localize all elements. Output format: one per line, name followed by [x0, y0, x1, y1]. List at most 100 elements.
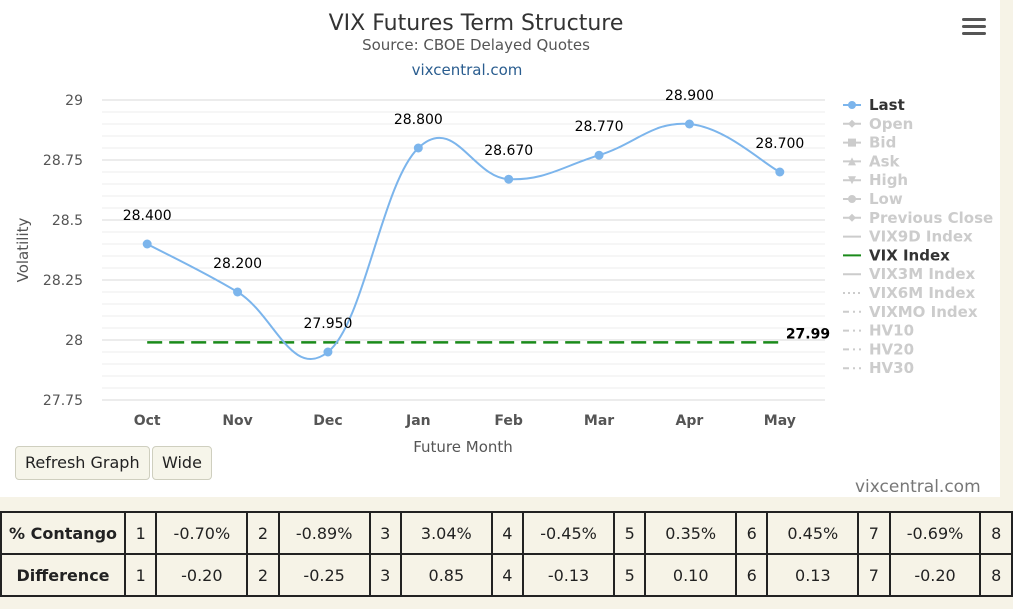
legend-marker — [848, 213, 856, 222]
last-series: 28.400 28.200 27.950 28.800 28.670 28.770 28.9… — [123, 88, 804, 360]
last-data-point — [684, 119, 694, 129]
value-cell: -0.20 — [888, 553, 982, 597]
chart-title: VIX Futures Term Structure — [329, 11, 624, 36]
x-tick-label: Nov — [222, 413, 252, 429]
month-index-cell: 7 — [857, 553, 891, 597]
legend-label: Bid — [869, 134, 896, 152]
legend-item[interactable]: VIX6M Index — [843, 284, 976, 302]
vix-index-series: 27.99 — [147, 326, 830, 344]
wide-button[interactable]: Wide — [152, 446, 212, 480]
month-index-cell: 3 — [368, 553, 402, 597]
legend-item[interactable]: HV10 — [843, 322, 914, 340]
legend-item[interactable]: Open — [843, 115, 913, 133]
legend-label: VIX6M Index — [869, 284, 976, 302]
y-tick-label: 29 — [65, 93, 83, 109]
legend-label: VIXMO Index — [869, 303, 978, 321]
last-data-point — [775, 167, 785, 177]
x-tick-label: Feb — [494, 413, 523, 429]
y-tick-label: 28.5 — [52, 213, 83, 229]
month-index-cell: 1 — [124, 511, 158, 555]
month-index-cell: 2 — [246, 511, 280, 555]
last-data-point — [142, 239, 152, 249]
vix-index-data-label: 27.99 — [786, 326, 830, 342]
chart-menu-button[interactable] — [962, 18, 986, 38]
hamburger-icon — [962, 18, 986, 21]
month-index-cell: 7 — [857, 511, 891, 555]
last-data-point — [413, 143, 423, 153]
value-cell: -0.20 — [155, 553, 249, 597]
legend-label: Ask — [869, 152, 901, 170]
value-cell: -0.70% — [155, 511, 249, 555]
y-axis-ticks: 29 28.75 28.5 28.25 28 27.75 — [43, 93, 83, 409]
last-data-label: 28.800 — [394, 112, 443, 128]
legend-item[interactable]: VIXMO Index — [843, 303, 978, 321]
legend-item[interactable]: Previous Close — [843, 209, 993, 227]
legend-label: HV20 — [869, 340, 914, 358]
legend-item[interactable]: HV20 — [843, 340, 914, 358]
x-axis-ticks: Oct Nov Dec Jan Feb Mar Apr May — [134, 413, 796, 429]
month-index-cell: 2 — [246, 553, 280, 597]
last-data-label: 28.900 — [665, 88, 714, 104]
table-row: % Contango 1 -0.70% 2 -0.89% 3 3.04% 4 -0.45% 5 0.… — [0, 511, 1013, 555]
term-structure-chart: VIX Futures Term Structure Source: CBOE … — [14, 11, 993, 456]
table-row: Difference 1 -0.20 2 -0.25 3 0.85 4 -0.13 5 0.10 6 0… — [0, 553, 1013, 597]
legend-item[interactable]: Ask — [843, 152, 901, 170]
legend-item[interactable]: Bid — [843, 134, 896, 152]
legend-marker — [848, 101, 856, 109]
legend-label: Last — [869, 96, 905, 114]
value-cell: 0.85 — [399, 553, 493, 597]
contango-table: % Contango 1 -0.70% 2 -0.89% 3 3.04% 4 -0.45% 5 0.… — [0, 511, 1013, 597]
legend-label: VIX Index — [869, 246, 950, 264]
month-index-cell: 3 — [368, 511, 402, 555]
legend-item[interactable]: VIX9D Index — [843, 228, 973, 246]
legend-item[interactable]: Low — [843, 190, 903, 208]
x-tick-label: Apr — [676, 413, 704, 429]
refresh-graph-button[interactable]: Refresh Graph — [15, 446, 150, 480]
legend-item[interactable]: HV30 — [843, 359, 914, 377]
last-series-line — [146, 122, 781, 360]
x-tick-label: May — [764, 413, 796, 429]
legend-item[interactable]: VIX3M Index — [843, 265, 976, 283]
last-data-label: 28.400 — [123, 208, 172, 224]
x-axis-title: Future Month — [413, 438, 513, 456]
last-data-point — [323, 347, 333, 357]
value-cell: -0.13 — [522, 553, 615, 597]
y-tick-label: 28.25 — [43, 273, 83, 289]
legend-label: Low — [869, 190, 903, 208]
month-index-cell: 4 — [490, 553, 525, 597]
row-label: Difference — [0, 553, 127, 597]
legend-marker — [848, 195, 856, 203]
legend-marker — [848, 138, 856, 147]
x-tick-label: Jan — [405, 413, 431, 429]
last-data-label: 27.950 — [303, 316, 352, 332]
value-cell: -0.89% — [277, 511, 371, 555]
month-index-cell: 5 — [612, 553, 647, 597]
grid — [102, 99, 825, 401]
value-cell: 0.13 — [766, 553, 860, 597]
value-cell: 0.35% — [644, 511, 738, 555]
legend-label: Previous Close — [869, 209, 993, 227]
x-tick-label: Dec — [313, 413, 342, 429]
row-label: % Contango — [0, 511, 127, 555]
value-cell: 3.04% — [399, 511, 493, 555]
chart-panel: VIX Futures Term Structure Source: CBOE … — [0, 0, 1000, 497]
month-index-cell: 6 — [735, 553, 769, 597]
last-data-label: 28.770 — [575, 119, 624, 135]
legend-marker — [848, 176, 856, 185]
legend-marker — [848, 157, 856, 166]
legend-item[interactable]: Last — [843, 96, 905, 114]
legend-item[interactable]: VIX Index — [843, 246, 950, 264]
last-data-label: 28.700 — [755, 136, 804, 152]
last-data-point — [594, 150, 604, 160]
chart-subtitle: Source: CBOE Delayed Quotes — [362, 36, 590, 54]
value-cell: 0.10 — [644, 553, 738, 597]
y-axis-title: Volatility — [14, 217, 32, 282]
y-tick-label: 27.75 — [43, 393, 83, 409]
footer-credit[interactable]: vixcentral.com — [855, 477, 981, 497]
chart-credit-link[interactable]: vixcentral.com — [412, 61, 523, 79]
month-index-cell: 8 — [979, 553, 1013, 597]
legend-item[interactable]: High — [843, 171, 908, 189]
legend-label: HV30 — [869, 359, 914, 377]
month-index-cell: 8 — [979, 511, 1013, 555]
y-tick-label: 28.75 — [43, 153, 83, 169]
